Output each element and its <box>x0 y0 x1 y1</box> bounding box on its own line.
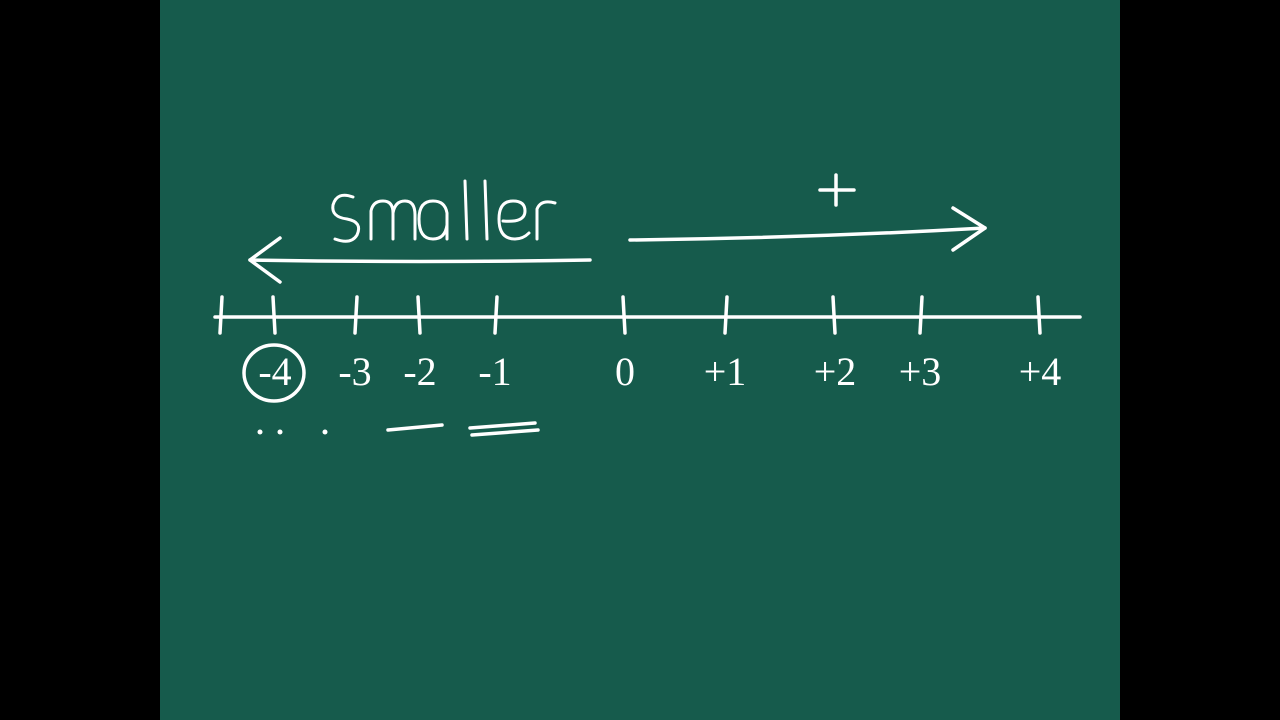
chalkboard: Integers -4-3-2-10+1+2+3+4 <box>160 0 1120 720</box>
tick <box>833 297 835 333</box>
tick-label: -1 <box>478 349 511 394</box>
tick <box>495 297 497 333</box>
tick-label: +3 <box>899 349 942 394</box>
number-line-diagram: -4 -3 -2 -1 0 +1 +2 +3 +4 <box>160 0 1120 720</box>
tick <box>273 297 275 333</box>
tick <box>1038 297 1040 333</box>
tick-label: -3 <box>338 349 371 394</box>
tick <box>725 297 727 333</box>
tick-label: +4 <box>1019 349 1062 394</box>
tick <box>418 297 420 333</box>
tick <box>220 297 222 333</box>
board-background <box>160 0 1120 720</box>
tick-label: 0 <box>615 349 635 394</box>
ellipsis-dot <box>258 430 263 435</box>
tick-label: -2 <box>403 349 436 394</box>
tick-label: -4 <box>258 349 291 394</box>
tick <box>623 297 625 333</box>
tick-label: +1 <box>704 349 747 394</box>
ellipsis-dot <box>323 430 328 435</box>
smaller-l1 <box>465 181 467 239</box>
tick-label: +2 <box>814 349 857 394</box>
smaller-l2 <box>485 181 487 239</box>
ellipsis-dot <box>278 430 283 435</box>
tick <box>920 297 922 333</box>
tick <box>355 297 357 333</box>
left-arrow-shaft <box>250 260 590 262</box>
